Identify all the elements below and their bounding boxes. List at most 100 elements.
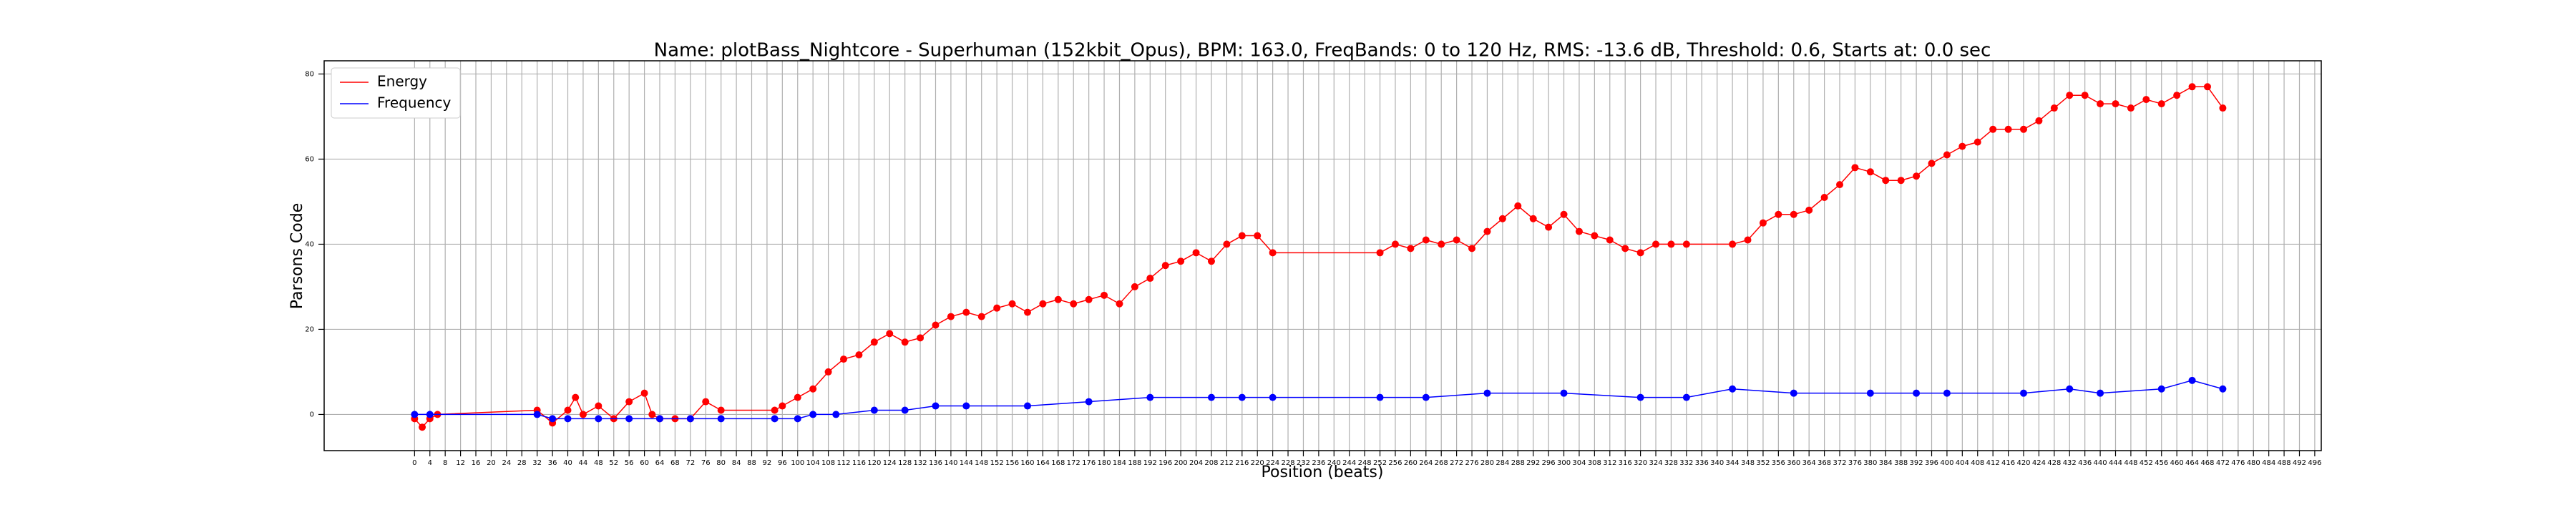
x-tick-label: 368 [1818,459,1831,467]
x-tick-label: 96 [778,459,787,467]
point [1606,236,1614,244]
x-tick-label: 112 [836,459,850,467]
point [2219,385,2227,393]
point [917,334,924,342]
point [702,398,710,406]
point [886,330,894,338]
point [2035,117,2043,124]
point [2142,96,2150,104]
x-tick-label: 308 [1588,459,1601,467]
y-tick-label: 20 [305,325,314,333]
x-tick-label: 292 [1526,459,1540,467]
point [901,406,909,414]
point [947,313,955,320]
point [962,402,970,410]
point [794,415,801,423]
x-tick-label: 72 [686,459,695,467]
point [625,415,633,423]
x-tick-label: 28 [517,459,527,467]
y-axis-label: Parsons Code [288,203,306,309]
point [1913,172,1921,180]
point [1882,177,1890,185]
x-tick-label: 432 [2063,459,2077,467]
x-tick-label: 324 [1649,459,1662,467]
x-tick-label: 464 [2185,459,2199,467]
x-tick-label: 100 [791,459,804,467]
point [1851,164,1859,172]
x-tick-label: 404 [1956,459,1969,467]
legend-label: Frequency [377,94,451,112]
point [1438,240,1445,248]
point [625,398,633,406]
point [1943,151,1951,159]
point [1636,249,1644,257]
point [1192,249,1200,257]
x-tick-label: 384 [1879,459,1893,467]
point [1514,202,1522,210]
x-tick-label: 176 [1082,459,1096,467]
point [1023,308,1031,316]
x-tick-label: 444 [2109,459,2122,467]
point [579,411,587,418]
x-tick-label: 440 [2094,459,2107,467]
point [1207,258,1215,265]
point [870,406,878,414]
x-tick-label: 0 [412,459,416,467]
point [2020,389,2028,397]
x-tick-label: 328 [1664,459,1678,467]
x-tick-label: 160 [1020,459,1034,467]
point [640,389,648,397]
point [1131,283,1138,290]
point [419,423,426,431]
x-tick-label: 392 [1910,459,1923,467]
x-tick-label: 460 [2170,459,2184,467]
x-tick-label: 280 [1480,459,1494,467]
point [993,304,1001,312]
point [1161,262,1169,270]
x-tick-label: 180 [1098,459,1111,467]
point [1254,232,1262,240]
point [771,406,779,414]
point [1376,249,1384,257]
point [1560,210,1568,218]
x-tick-label: 408 [1971,459,1984,467]
x-tick-label: 36 [548,459,557,467]
x-tick-label: 52 [609,459,618,467]
x-tick-label: 360 [1787,459,1800,467]
x-tick-label: 316 [1619,459,1632,467]
point [1529,215,1537,222]
point [1545,223,1553,231]
x-tick-label: 108 [821,459,835,467]
point [2157,100,2165,108]
point [1974,138,1981,146]
point [1958,142,1966,150]
point [2050,104,2058,112]
point [1682,240,1690,248]
point [932,402,940,410]
x-tick-label: 424 [2032,459,2046,467]
x-tick-label: 88 [747,459,756,467]
x-tick-label: 352 [1756,459,1770,467]
point [2097,100,2104,108]
legend-label: Energy [377,73,427,90]
x-tick-label: 312 [1603,459,1616,467]
point [1667,240,1675,248]
x-tick-label: 104 [806,459,820,467]
x-tick-label: 44 [579,459,588,467]
point [1223,240,1231,248]
point [595,402,602,410]
x-tick-label: 472 [2216,459,2230,467]
x-tick-label: 136 [929,459,942,467]
point [1070,300,1078,308]
x-tick-label: 8 [443,459,447,467]
x-tick-label: 348 [1741,459,1755,467]
x-tick-label: 16 [472,459,481,467]
point [564,406,572,414]
point [1177,258,1185,265]
x-tick-label: 284 [1496,459,1509,467]
point [1269,249,1277,257]
point [1790,210,1797,218]
point [572,393,580,401]
